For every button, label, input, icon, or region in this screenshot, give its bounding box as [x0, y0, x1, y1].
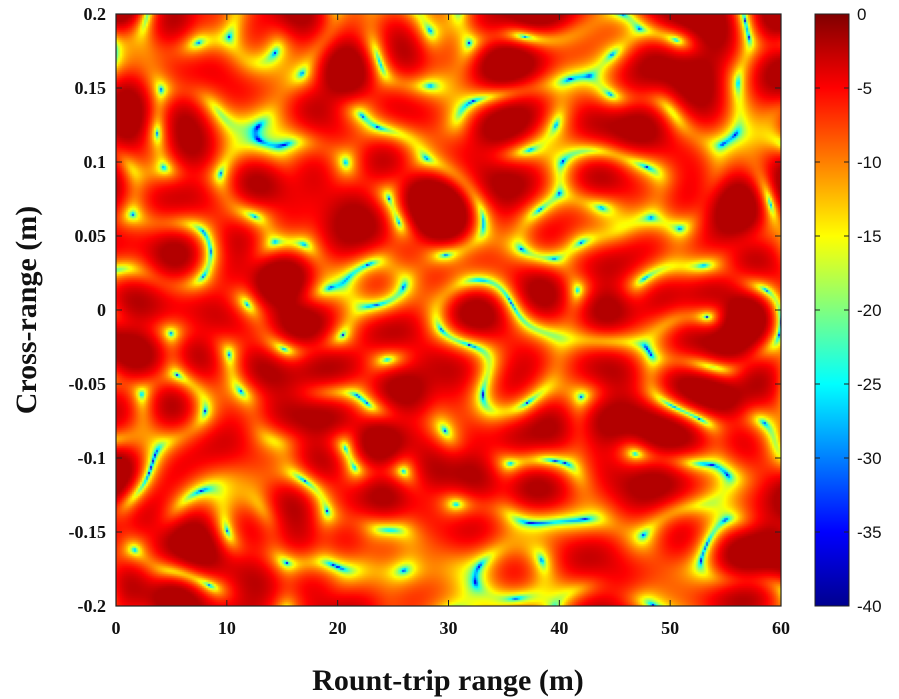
colorbar-gradient [814, 13, 850, 607]
y-tick-label: -0.1 [78, 448, 107, 468]
y-tick-label: 0.1 [84, 152, 107, 172]
x-tick-label: 60 [772, 618, 790, 638]
colorbar-tick-label: -25 [857, 375, 882, 394]
colorbar-tick-label: -5 [857, 79, 872, 98]
colorbar-tick-label: -20 [857, 301, 882, 320]
x-tick-label: 20 [329, 618, 347, 638]
colorbar-tick-label: -35 [857, 523, 882, 542]
colorbar-tick-label: 0 [857, 5, 866, 24]
y-tick-label: 0.05 [75, 226, 107, 246]
colorbar-ticks: 0 -5 -10 -15 -20 -25 -30 -35 -40 [815, 5, 882, 616]
y-tick-label: 0.15 [75, 78, 107, 98]
x-tick-label: 50 [661, 618, 679, 638]
heatmap-image [116, 14, 781, 606]
colorbar-tick-label: -40 [857, 597, 882, 616]
y-tick-label: -0.2 [78, 596, 107, 616]
x-axis-label: Rount-trip range (m) [312, 664, 584, 697]
x-tick-label: 0 [112, 618, 121, 638]
y-axis: -0.2 -0.15 -0.1 -0.05 0 0.05 0.1 0.15 0.2 [69, 4, 781, 616]
y-tick-label: 0.2 [84, 4, 107, 24]
y-tick-label: -0.15 [69, 522, 107, 542]
colorbar-tick-label: -15 [857, 227, 882, 246]
plot-area [115, 13, 782, 607]
x-tick-label: 30 [440, 618, 458, 638]
colorbar-tick-label: -30 [857, 449, 882, 468]
y-tick-label: -0.05 [69, 374, 107, 394]
x-tick-label: 40 [550, 618, 568, 638]
y-tick-label: 0 [97, 300, 106, 320]
x-axis: 0 10 20 30 40 50 60 [112, 14, 790, 638]
x-tick-label: 10 [218, 618, 236, 638]
colorbar: 0 -5 -10 -15 -20 -25 -30 -35 -40 [814, 5, 882, 616]
colorbar-tick-label: -10 [857, 153, 882, 172]
y-axis-label: Cross-range (m) [10, 206, 43, 415]
